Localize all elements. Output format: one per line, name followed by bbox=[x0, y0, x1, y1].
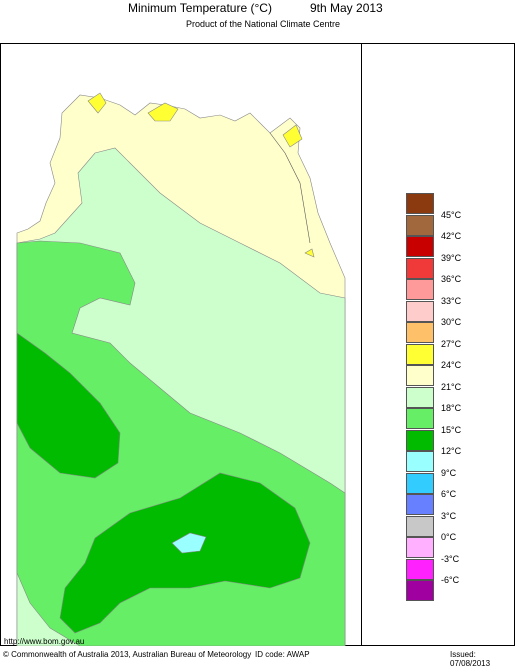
legend-tick-label: 3°C bbox=[441, 510, 457, 521]
land-region-12-15-south bbox=[59, 472, 311, 634]
legend-swatch bbox=[406, 558, 434, 580]
legend-swatch bbox=[406, 214, 434, 236]
legend-swatch bbox=[406, 257, 434, 279]
legend-tick-label: 30°C bbox=[441, 317, 462, 327]
warm-patch-2 bbox=[147, 102, 179, 122]
land-region-9-12 bbox=[171, 532, 207, 554]
issued-date: Issued: 07/08/2013 bbox=[450, 650, 491, 668]
map-date: 9th May 2013 bbox=[310, 1, 383, 15]
legend-swatch bbox=[406, 300, 434, 322]
legend-tick-label: -3°C bbox=[441, 553, 460, 564]
legend-tick-label: 15°C bbox=[441, 424, 462, 435]
id-code: ID code: AWAP bbox=[255, 650, 310, 659]
legend-swatch bbox=[406, 472, 434, 494]
warm-patch-3 bbox=[282, 124, 303, 148]
map-panel bbox=[0, 43, 362, 646]
legend-tick-label: 12°C bbox=[441, 446, 462, 456]
warm-patch-1 bbox=[87, 92, 107, 114]
legend-swatch bbox=[406, 515, 434, 537]
legend-swatch bbox=[406, 386, 434, 408]
legend-swatch bbox=[406, 365, 434, 386]
legend-swatch bbox=[406, 343, 434, 365]
map-title: Minimum Temperature (°C) bbox=[128, 1, 272, 15]
legend-swatch bbox=[406, 451, 434, 472]
legend-tick-label: 21°C bbox=[441, 381, 462, 392]
temperature-map bbox=[16, 92, 346, 646]
legend-tick-label: 6°C bbox=[441, 489, 457, 499]
legend-tick-label: 24°C bbox=[441, 360, 462, 370]
legend-swatch bbox=[406, 494, 434, 515]
legend-tick-label: 36°C bbox=[441, 274, 462, 284]
source-url[interactable]: http://www.bom.gov.au bbox=[4, 637, 85, 646]
legend-swatch bbox=[406, 429, 434, 451]
legend-tick-label: 42°C bbox=[441, 231, 462, 241]
map-subtitle: Product of the National Climate Centre bbox=[185, 19, 341, 29]
land-region-12-15-west bbox=[16, 332, 121, 479]
legend-tick-label: 0°C bbox=[441, 532, 457, 542]
legend-tick-label: -6°C bbox=[441, 575, 460, 585]
legend-tick-label: 33°C bbox=[441, 295, 462, 306]
legend-tick-label: 18°C bbox=[441, 403, 462, 413]
warm-patch-4 bbox=[304, 248, 315, 258]
gulf-coastline bbox=[269, 132, 311, 244]
legend-tick-label: 39°C bbox=[441, 252, 462, 263]
legend-tick-label: 45°C bbox=[441, 209, 462, 220]
legend-swatch bbox=[406, 537, 434, 558]
legend-swatch bbox=[406, 580, 434, 601]
legend-tick-label: 27°C bbox=[441, 338, 462, 349]
legend-swatch bbox=[406, 408, 434, 429]
legend-swatch bbox=[406, 279, 434, 300]
legend-swatch bbox=[406, 193, 434, 214]
legend-tick-label: 9°C bbox=[441, 467, 457, 478]
legend-swatch bbox=[406, 322, 434, 343]
map-title-bar: Minimum Temperature (°C) 9th May 2013 bbox=[0, 0, 516, 18]
legend-swatch bbox=[406, 236, 434, 257]
copyright-text: © Commonwealth of Australia 2013, Austra… bbox=[3, 650, 252, 659]
